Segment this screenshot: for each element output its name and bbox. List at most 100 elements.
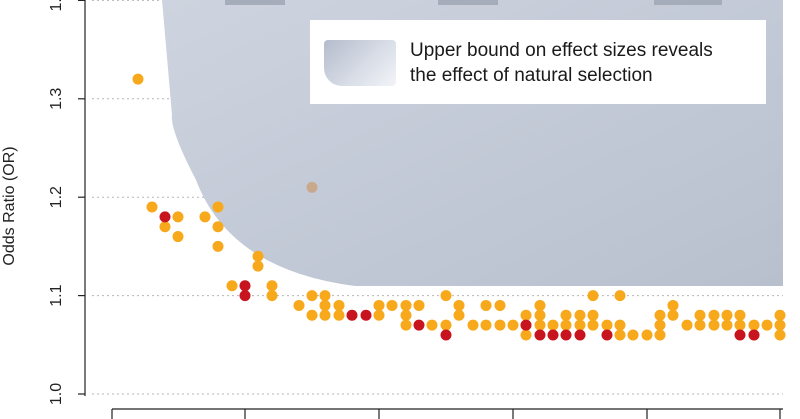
data-point: [734, 329, 746, 341]
data-point: [681, 319, 693, 331]
data-point: [212, 201, 224, 213]
data-point: [507, 319, 519, 331]
data-point: [306, 309, 318, 321]
y-tick-label: 1.0: [48, 383, 65, 405]
legend-text-line-1: Upper bound on effect sizes reveals: [410, 40, 713, 61]
data-point: [480, 299, 492, 311]
data-point: [440, 329, 452, 341]
data-point: [453, 299, 465, 311]
data-point: [386, 299, 398, 311]
data-point: [319, 309, 331, 321]
legend-swatch: [324, 40, 396, 86]
data-point: [467, 319, 479, 331]
data-point: [774, 309, 786, 321]
data-point: [480, 319, 492, 331]
data-point: [306, 181, 318, 193]
data-point: [413, 299, 425, 311]
data-point: [172, 231, 184, 243]
data-point: [319, 290, 331, 302]
data-point: [614, 329, 626, 341]
y-tick-label: 1.2: [48, 186, 65, 208]
top-tab: [654, 0, 722, 5]
y-tick-label: 1.4: [48, 0, 65, 12]
y-axis: 1.0 1.1 1.2 1.3 1.4 Odds Ratio (OR): [1, 0, 86, 405]
data-point: [547, 329, 559, 341]
data-point: [494, 299, 506, 311]
data-point: [212, 240, 224, 252]
data-point: [587, 309, 599, 321]
data-point: [560, 329, 572, 341]
data-point: [400, 319, 412, 331]
data-point: [520, 329, 532, 341]
data-point: [360, 309, 372, 321]
data-point: [654, 319, 666, 331]
data-point: [708, 309, 720, 321]
data-point: [400, 309, 412, 321]
data-point: [560, 319, 572, 331]
y-tick-label: 1.3: [48, 88, 65, 110]
data-point: [266, 280, 278, 292]
data-point: [694, 319, 706, 331]
data-point: [333, 309, 345, 321]
data-point: [654, 329, 666, 341]
data-point: [627, 329, 639, 341]
data-point: [400, 299, 412, 311]
data-point: [306, 290, 318, 302]
data-point: [440, 319, 452, 331]
data-point: [734, 319, 746, 331]
data-point: [534, 319, 546, 331]
data-point: [212, 221, 224, 233]
data-point: [748, 319, 760, 331]
data-point: [534, 329, 546, 341]
data-point: [601, 329, 613, 341]
data-point: [239, 290, 251, 302]
data-point: [239, 280, 251, 292]
data-point: [373, 299, 385, 311]
data-point: [721, 309, 733, 321]
data-point: [252, 260, 264, 272]
data-point: [494, 319, 506, 331]
data-point: [453, 309, 465, 321]
data-point: [520, 309, 532, 321]
data-points: [132, 73, 786, 341]
data-point: [426, 319, 438, 331]
top-tab: [438, 0, 498, 5]
data-point: [172, 211, 184, 223]
data-point: [266, 290, 278, 302]
data-point: [560, 309, 572, 321]
data-point: [694, 309, 706, 321]
data-point: [293, 299, 305, 311]
data-point: [440, 290, 452, 302]
data-point: [587, 319, 599, 331]
data-point: [319, 299, 331, 311]
data-point: [748, 329, 760, 341]
y-axis-label: Odds Ratio (OR): [1, 146, 18, 265]
data-point: [373, 309, 385, 321]
data-point: [601, 319, 613, 331]
data-point: [654, 309, 666, 321]
data-point: [159, 221, 171, 233]
data-point: [774, 319, 786, 331]
x-axis: [111, 408, 783, 419]
data-point: [333, 299, 345, 311]
data-point: [667, 309, 679, 321]
data-point: [252, 250, 264, 262]
data-point: [574, 309, 586, 321]
data-point: [587, 290, 599, 302]
data-point: [132, 73, 144, 85]
data-point: [520, 319, 532, 331]
top-tabs: [225, 0, 722, 5]
data-point: [226, 280, 238, 292]
data-point: [534, 299, 546, 311]
data-point: [614, 319, 626, 331]
data-point: [574, 329, 586, 341]
y-tick-label: 1.1: [48, 284, 65, 306]
data-point: [534, 309, 546, 321]
data-point: [574, 319, 586, 331]
data-point: [146, 201, 158, 213]
legend-text-line-2: the effect of natural selection: [410, 65, 653, 86]
data-point: [761, 319, 773, 331]
data-point: [774, 329, 786, 341]
data-point: [667, 299, 679, 311]
data-point: [547, 319, 559, 331]
